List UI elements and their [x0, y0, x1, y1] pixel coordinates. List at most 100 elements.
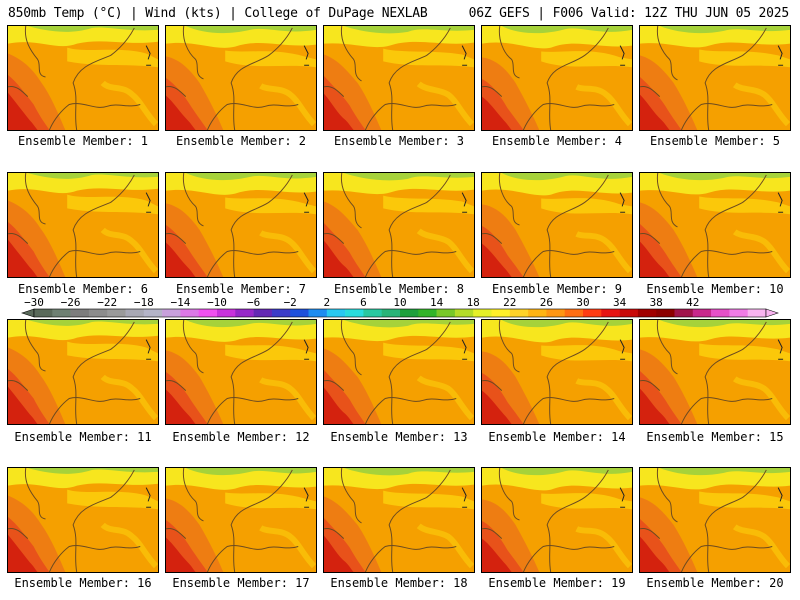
ensemble-map-panel — [7, 319, 159, 425]
colorbar-tick-label: 18 — [467, 296, 480, 309]
colorbar-tick-label: −30 — [24, 296, 44, 309]
colorbar-tick-label: 10 — [393, 296, 406, 309]
ensemble-map-panel — [323, 467, 475, 573]
temperature-field-map — [640, 320, 790, 424]
ensemble-member-label: Ensemble Member: 1 — [17, 134, 149, 148]
temperature-field-map — [482, 26, 632, 130]
colorbar-tick-label: −2 — [284, 296, 297, 309]
ensemble-member-label: Ensemble Member: 19 — [488, 576, 626, 590]
temperature-field-map — [166, 320, 316, 424]
colorbar-bin — [381, 309, 401, 317]
temperature-field-map — [166, 468, 316, 572]
temperature-field-map — [640, 26, 790, 130]
ensemble-map-panel — [323, 319, 475, 425]
colorbar-bin — [253, 309, 273, 317]
ensemble-member-label: Ensemble Member: 9 — [491, 282, 623, 296]
ensemble-member-label: Ensemble Member: 11 — [14, 430, 152, 444]
temperature-field-map — [8, 26, 158, 130]
colorbar-bin — [491, 309, 511, 317]
colorbar-tick-label: 14 — [430, 296, 444, 309]
temperature-field-map — [8, 320, 158, 424]
colorbar-bin — [729, 309, 748, 317]
colorbar-bin — [363, 309, 382, 317]
ensemble-map-panel — [481, 467, 633, 573]
temperature-field-map — [324, 468, 474, 572]
colorbar-bin — [198, 309, 218, 317]
colorbar-bin — [125, 309, 145, 317]
page-header-right: 06Z GEFS | F006 Valid: 12Z THU JUN 05 20… — [468, 6, 790, 21]
temperature-field-map — [8, 468, 158, 572]
colorbar-bin — [454, 309, 474, 317]
colorbar-tick-label: 22 — [503, 296, 516, 309]
colorbar-bin — [271, 309, 291, 317]
ensemble-member-label: Ensemble Member: 17 — [172, 576, 310, 590]
colorbar-bin — [637, 309, 657, 317]
ensemble-map-panel — [165, 319, 317, 425]
temperature-field-map — [8, 173, 158, 277]
ensemble-map-panel — [639, 319, 791, 425]
colorbar-tick-label: 38 — [650, 296, 663, 309]
ensemble-member-label: Ensemble Member: 10 — [646, 282, 784, 296]
ensemble-map-panel — [7, 172, 159, 278]
ensemble-map-panel — [165, 172, 317, 278]
page-header-left: 850mb Temp (°C) | Wind (kts) | College o… — [8, 6, 428, 21]
ensemble-member-label: Ensemble Member: 6 — [17, 282, 149, 296]
ensemble-member-label: Ensemble Member: 8 — [333, 282, 465, 296]
colorbar-tick-label: 2 — [323, 296, 330, 309]
colorbar-bin — [88, 309, 108, 317]
temperature-field-map — [482, 173, 632, 277]
ensemble-map-panel — [7, 467, 159, 573]
colorbar-bin — [674, 309, 694, 317]
colorbar-bin — [235, 309, 254, 317]
ensemble-member-label: Ensemble Member: 12 — [172, 430, 310, 444]
colorbar-bin — [217, 309, 236, 317]
temperature-field-map — [324, 26, 474, 130]
colorbar-bin — [180, 309, 199, 317]
ensemble-map-panel — [323, 172, 475, 278]
colorbar-bin — [546, 309, 565, 317]
ensemble-member-label: Ensemble Member: 4 — [491, 134, 623, 148]
colorbar-tick-label: 26 — [540, 296, 553, 309]
colorbar-tick-label: −26 — [61, 296, 81, 309]
colorbar-bin — [601, 309, 620, 317]
ensemble-map-panel — [481, 319, 633, 425]
ensemble-member-label: Ensemble Member: 14 — [488, 430, 626, 444]
colorbar-bin — [692, 309, 712, 317]
temperature-field-map — [640, 173, 790, 277]
ensemble-member-label: Ensemble Member: 2 — [175, 134, 307, 148]
ensemble-member-label: Ensemble Member: 7 — [175, 282, 307, 296]
colorbar-bin — [418, 309, 437, 317]
temperature-field-map — [166, 26, 316, 130]
colorbar-bin — [290, 309, 309, 317]
colorbar-bin — [528, 309, 547, 317]
temperature-colorbar: −30 −26 −22 −18 −14 −10 −6 −2 2 6 10 14 18 22 26 30 34 38… — [21, 296, 779, 318]
colorbar-bin — [162, 309, 181, 317]
colorbar-bin — [473, 309, 492, 317]
colorbar-bin — [345, 309, 364, 317]
ensemble-map-panel — [7, 25, 159, 131]
ensemble-member-label: Ensemble Member: 16 — [14, 576, 152, 590]
colorbar-bin — [107, 309, 126, 317]
temperature-field-map — [324, 173, 474, 277]
colorbar-bin — [326, 309, 346, 317]
temperature-field-map — [482, 320, 632, 424]
colorbar-tick-label: −6 — [247, 296, 260, 309]
colorbar-high-arrow — [765, 308, 779, 318]
temperature-field-map — [324, 320, 474, 424]
colorbar-bin — [656, 309, 675, 317]
colorbar-bin — [34, 309, 53, 317]
temperature-field-map — [166, 173, 316, 277]
ensemble-member-label: Ensemble Member: 3 — [333, 134, 465, 148]
temperature-field-map — [640, 468, 790, 572]
ensemble-member-label: Ensemble Member: 13 — [330, 430, 468, 444]
colorbar-tick-label: −10 — [207, 296, 227, 309]
colorbar-bin — [747, 309, 767, 317]
colorbar-bin — [70, 309, 90, 317]
ensemble-map-panel — [481, 25, 633, 131]
colorbar-tick-label: 42 — [686, 296, 699, 309]
colorbar-tick-label: −18 — [134, 296, 154, 309]
colorbar-bin — [583, 309, 602, 317]
ensemble-map-panel — [639, 172, 791, 278]
colorbar-tick-label: −22 — [97, 296, 117, 309]
ensemble-map-panel — [323, 25, 475, 131]
